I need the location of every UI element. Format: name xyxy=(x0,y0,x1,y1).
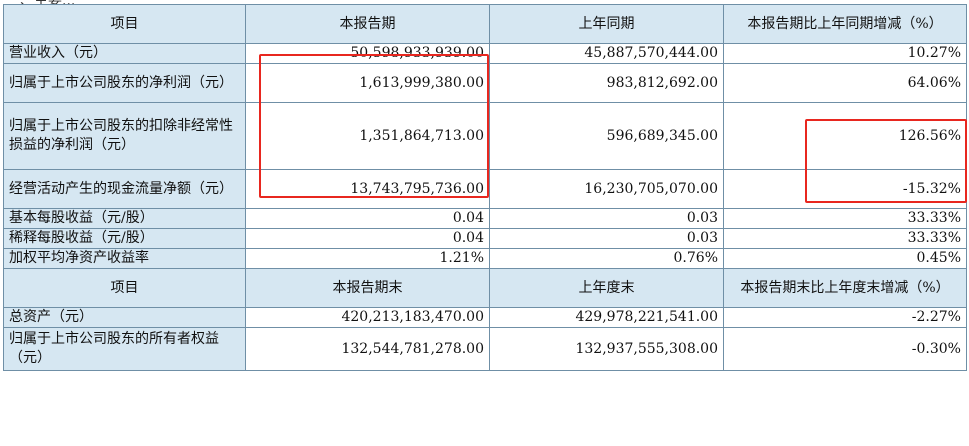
header-current-period: 本报告期 xyxy=(245,4,490,44)
row-label: 基本每股收益（元/股） xyxy=(3,208,246,229)
header-row-period-end: 项目 本报告期末 上年度末 本报告期末比上年度末增减（%） xyxy=(3,268,967,308)
table-row: 基本每股收益（元/股） 0.04 0.03 33.33% xyxy=(3,208,967,229)
prior-value: 0.76% xyxy=(489,248,724,269)
header-prior-period: 上年同期 xyxy=(489,4,724,44)
current-value: 0.04 xyxy=(245,208,490,229)
prior-value: 16,230,705,070.00 xyxy=(489,169,724,209)
table-row: 归属于上市公司股东的净利润（元） 1,613,999,380.00 983,81… xyxy=(3,63,967,103)
table-row: 总资产（元） 420,213,183,470.00 429,978,221,54… xyxy=(3,307,967,328)
change-value: 33.33% xyxy=(723,228,967,249)
current-value: 132,544,781,278.00 xyxy=(245,327,490,371)
current-value: 50,598,933,939.00 xyxy=(245,43,490,64)
prior-value: 45,887,570,444.00 xyxy=(489,43,724,64)
change-value: 64.06% xyxy=(723,63,967,103)
change-value: 10.27% xyxy=(723,43,967,64)
header-change: 本报告期比上年同期增减（%） xyxy=(723,4,967,44)
header-row-period: 项目 本报告期 上年同期 本报告期比上年同期增减（%） xyxy=(3,4,967,44)
table-row: 加权平均净资产收益率 1.21% 0.76% 0.45% xyxy=(3,248,967,269)
current-value: 1.21% xyxy=(245,248,490,269)
change-value: -0.30% xyxy=(723,327,967,371)
change-value: 0.45% xyxy=(723,248,967,269)
current-value: 0.04 xyxy=(245,228,490,249)
table-row: 归属于上市公司股东的扣除非经常性损益的净利润（元） 1,351,864,713.… xyxy=(3,102,967,170)
change-value: 126.56% xyxy=(723,102,967,170)
current-value: 1,613,999,380.00 xyxy=(245,63,490,103)
prior-value: 132,937,555,308.00 xyxy=(489,327,724,371)
table-row: 稀释每股收益（元/股） 0.04 0.03 33.33% xyxy=(3,228,967,249)
prior-value: 0.03 xyxy=(489,208,724,229)
row-label: 加权平均净资产收益率 xyxy=(3,248,246,269)
header-prior-year-end: 上年度末 xyxy=(489,268,724,308)
prior-value: 983,812,692.00 xyxy=(489,63,724,103)
row-label: 营业收入（元） xyxy=(3,43,246,64)
prior-value: 0.03 xyxy=(489,228,724,249)
change-value: -15.32% xyxy=(723,169,967,209)
header-item: 项目 xyxy=(3,268,246,308)
row-label: 经营活动产生的现金流量净额（元） xyxy=(3,169,246,209)
current-value: 13,743,795,736.00 xyxy=(245,169,490,209)
current-value: 420,213,183,470.00 xyxy=(245,307,490,328)
table-row: 归属于上市公司股东的所有者权益（元） 132,544,781,278.00 13… xyxy=(3,327,967,371)
table-row: 经营活动产生的现金流量净额（元） 13,743,795,736.00 16,23… xyxy=(3,169,967,209)
row-label: 稀释每股收益（元/股） xyxy=(3,228,246,249)
header-item: 项目 xyxy=(3,4,246,44)
table-row: 营业收入（元） 50,598,933,939.00 45,887,570,444… xyxy=(3,43,967,64)
row-label: 归属于上市公司股东的净利润（元） xyxy=(3,63,246,103)
financial-indicators-table: 项目 本报告期 上年同期 本报告期比上年同期增减（%） 营业收入（元） 50,5… xyxy=(3,4,967,371)
current-value: 1,351,864,713.00 xyxy=(245,102,490,170)
row-label: 总资产（元） xyxy=(3,307,246,328)
row-label: 归属于上市公司股东的扣除非经常性损益的净利润（元） xyxy=(3,102,246,170)
header-current-period-end: 本报告期末 xyxy=(245,268,490,308)
change-value: -2.27% xyxy=(723,307,967,328)
header-change: 本报告期末比上年度末增减（%） xyxy=(723,268,967,308)
change-value: 33.33% xyxy=(723,208,967,229)
prior-value: 596,689,345.00 xyxy=(489,102,724,170)
prior-value: 429,978,221,541.00 xyxy=(489,307,724,328)
row-label: 归属于上市公司股东的所有者权益（元） xyxy=(3,327,246,371)
